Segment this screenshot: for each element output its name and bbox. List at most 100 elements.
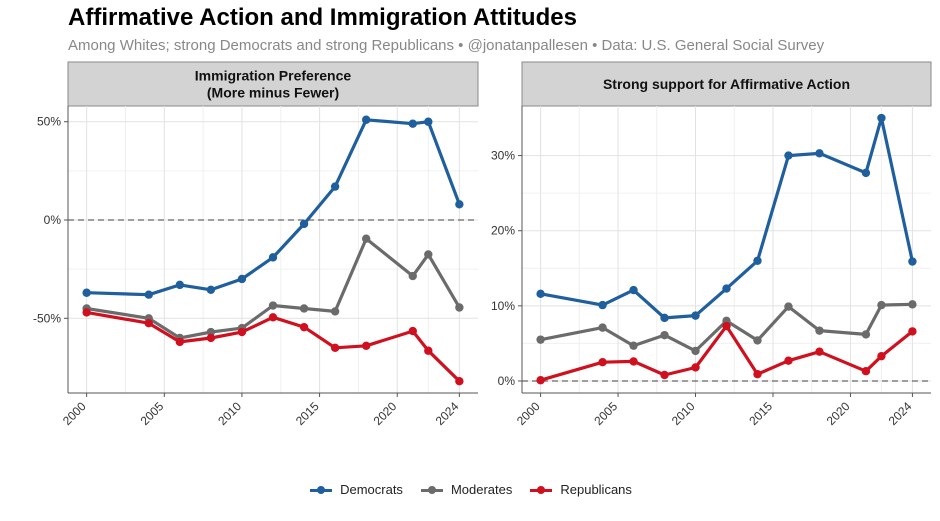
data-point-republicans: [361, 341, 371, 351]
legend: Democrats Moderates Republicans: [0, 482, 940, 497]
x-tick-label: 2015: [293, 399, 322, 428]
series-line-moderates: [538, 302, 915, 353]
x-tick-label: 2010: [215, 399, 244, 428]
data-point-republicans: [815, 347, 824, 356]
facet-strip: [521, 61, 932, 107]
y-tick-label: 20%: [491, 224, 515, 238]
panel-2: Strong support for Affirmative Action 30%…: [491, 61, 932, 428]
y-tick-label: 50%: [37, 115, 61, 129]
data-point-moderates: [908, 300, 917, 309]
data-point-moderates: [268, 301, 278, 310]
data-point-moderates: [299, 304, 309, 313]
data-point-republicans: [237, 327, 247, 337]
series-line-moderates: [84, 237, 461, 340]
data-point-moderates: [753, 336, 762, 345]
y-tick-label: -50%: [33, 311, 61, 325]
data-point-republicans: [330, 343, 340, 352]
data-point-moderates: [691, 346, 700, 356]
data-point-democrats: [455, 200, 464, 209]
data-point-republicans: [598, 357, 607, 367]
y-tick-label: 0%: [498, 374, 516, 388]
data-point-democrats: [424, 117, 433, 126]
x-tick-label: 2005: [138, 399, 167, 428]
facet-title-line: Strong support for Affirmative Action: [603, 76, 850, 92]
data-point-moderates: [361, 234, 371, 243]
facet-title-line: (More minus Fewer): [207, 85, 339, 101]
data-point-republicans: [660, 370, 669, 380]
data-point-republicans: [455, 377, 464, 386]
data-point-moderates: [877, 300, 886, 310]
legend-label-republicans: Republicans: [560, 482, 632, 497]
data-point-republicans: [424, 346, 433, 355]
data-point-democrats: [598, 300, 607, 310]
chart-title: Affirmative Action and Immigration Attit…: [68, 4, 577, 31]
legend-key-republicans: [528, 483, 554, 497]
legend-label-democrats: Democrats: [340, 482, 403, 497]
x-tick-label: 2000: [60, 399, 89, 428]
data-point-republicans: [268, 313, 278, 322]
data-point-moderates: [660, 330, 669, 340]
data-point-republicans: [408, 326, 417, 336]
series-line-democrats: [538, 116, 915, 320]
data-point-democrats: [908, 257, 917, 266]
facet-strip: [67, 61, 479, 107]
y-tick-label: 30%: [491, 149, 515, 163]
data-point-democrats: [82, 288, 91, 297]
data-point-moderates: [206, 327, 216, 337]
y-tick-label: 0%: [44, 213, 62, 227]
data-point-democrats: [629, 285, 638, 295]
data-point-democrats: [237, 274, 247, 284]
data-point-democrats: [784, 151, 793, 160]
data-point-moderates: [815, 326, 824, 335]
data-point-democrats: [722, 284, 731, 293]
x-tick-label: 2024: [886, 399, 915, 428]
data-point-republicans: [206, 333, 216, 343]
x-tick-label: 2010: [669, 399, 698, 428]
data-point-republicans: [722, 321, 731, 331]
data-point-republicans: [784, 356, 793, 365]
x-tick-label: 2020: [371, 399, 400, 428]
legend-item-republicans: Republicans: [528, 482, 632, 497]
data-point-republicans: [877, 351, 886, 361]
data-point-moderates: [408, 271, 417, 281]
data-point-republicans: [629, 357, 638, 366]
x-tick-label: 2015: [746, 399, 775, 428]
data-point-democrats: [877, 113, 886, 123]
panel-1: Immigration Preference(More minus Fewer)…: [33, 61, 479, 428]
data-point-democrats: [660, 313, 669, 323]
x-tick-label: 2024: [433, 399, 462, 428]
data-point-moderates: [784, 302, 793, 311]
data-point-republicans: [691, 363, 700, 372]
data-point-moderates: [629, 341, 638, 350]
data-point-moderates: [424, 250, 433, 259]
x-tick-label: 2000: [514, 399, 543, 428]
data-point-democrats: [815, 149, 824, 158]
data-point-democrats: [753, 256, 762, 265]
data-point-democrats: [175, 280, 185, 290]
data-point-moderates: [330, 307, 340, 316]
data-point-republicans: [536, 376, 545, 385]
legend-key-democrats: [308, 483, 334, 497]
data-point-moderates: [455, 303, 464, 312]
data-point-republicans: [82, 308, 91, 317]
y-tick-label: 10%: [491, 299, 515, 313]
data-point-democrats: [361, 115, 371, 124]
data-point-democrats: [408, 119, 417, 128]
data-point-democrats: [268, 253, 278, 262]
x-tick-label: 2020: [824, 399, 853, 428]
data-point-moderates: [598, 323, 607, 332]
data-point-moderates: [861, 330, 871, 339]
data-point-democrats: [206, 285, 216, 294]
data-point-republicans: [908, 327, 917, 336]
x-tick-label: 2005: [591, 399, 620, 428]
data-point-democrats: [691, 311, 700, 320]
legend-label-moderates: Moderates: [450, 482, 513, 497]
legend-item-democrats: Democrats: [308, 482, 403, 497]
data-point-moderates: [536, 335, 545, 344]
data-point-republicans: [144, 319, 153, 328]
data-point-republicans: [299, 322, 309, 332]
data-point-republicans: [175, 337, 185, 347]
legend-item-moderates: Moderates: [419, 482, 512, 497]
series-line-republicans: [84, 310, 461, 383]
